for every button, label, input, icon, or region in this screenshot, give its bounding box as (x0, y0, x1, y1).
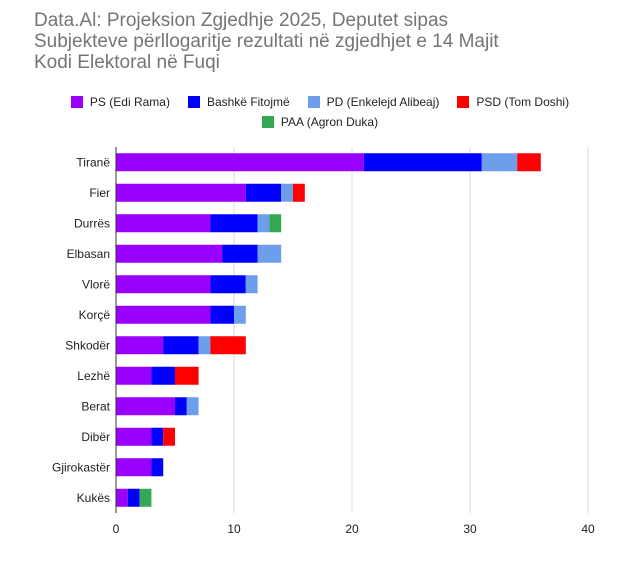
legend-label-pd: PD (Enkelejd Alibeaj) (326, 95, 440, 109)
legend-item-psd: PSD (Tom Doshi) (457, 95, 569, 109)
legend-item-bashke-fitojme: Bashkë Fitojmë (187, 95, 290, 109)
bar-segment (151, 458, 164, 477)
y-category-label: Berat (81, 399, 110, 413)
legend-label-paa: PAA (Agron Duka) (280, 115, 379, 129)
bar-segment (116, 488, 128, 507)
x-tick-label: 20 (345, 522, 359, 536)
x-tick-label: 30 (463, 522, 477, 536)
x-tick-label: 10 (227, 522, 241, 536)
y-category-label: Fier (89, 186, 110, 200)
bar-segment (116, 183, 246, 202)
bar-segment (127, 488, 140, 507)
bar-segment (116, 397, 175, 416)
y-category-label: Vlorë (82, 277, 110, 291)
bar-segment (116, 458, 152, 477)
bar-segment (210, 214, 258, 233)
bar-segment (210, 275, 246, 294)
bar-segment (198, 336, 211, 355)
bar-segment (116, 336, 164, 355)
bar-segment (210, 305, 234, 324)
y-category-label: Kukës (77, 491, 110, 505)
chart-title-line-1: Data.Al: Projeksion Zgjedhje 2025, Deput… (34, 10, 449, 31)
bar-segment (517, 153, 541, 172)
legend-swatch-bashke-fitojme (187, 96, 200, 108)
bar-segment (269, 214, 282, 233)
legend-swatch-ps (70, 96, 83, 108)
bar-segment (116, 244, 223, 263)
bar-segment (281, 183, 293, 202)
legend-label-psd: PSD (Tom Doshi) (476, 95, 570, 109)
bar-segment (245, 183, 282, 202)
bar-segment (116, 305, 211, 324)
chart-title-line-2: Subjekteve përllogaritje rezultati në zg… (34, 31, 499, 52)
bar-segment (163, 427, 175, 446)
bar-segment (293, 183, 305, 202)
bar-segment (210, 336, 246, 355)
bar-segment (151, 366, 175, 385)
y-category-label: Gjirokastër (52, 460, 110, 474)
x-tick-label: 40 (581, 522, 595, 536)
legend-swatch-pd (307, 96, 320, 108)
bar-segment (116, 275, 211, 294)
bar-segment (116, 427, 152, 446)
y-category-label: Elbasan (67, 247, 110, 261)
bar-segment (363, 153, 482, 172)
y-category-label: Durrës (74, 216, 110, 230)
chart-legend: PS (Edi Rama) Bashkë Fitojmë PD (Enkelej… (0, 92, 640, 132)
y-category-label: Tiranë (76, 155, 110, 169)
bar-segment (481, 153, 518, 172)
bar-segment (186, 397, 199, 416)
legend-item-paa: PAA (Agron Duka) (261, 115, 379, 129)
legend-label-bashke-fitojme: Bashkë Fitojmë (206, 95, 290, 109)
bar-segment (116, 214, 211, 233)
bar-segment (222, 244, 258, 263)
bar-segment (116, 366, 152, 385)
bar-segment (151, 427, 164, 446)
x-tick-label: 0 (113, 522, 120, 536)
legend-row-1: PS (Edi Rama) Bashkë Fitojmë PD (Enkelej… (0, 92, 640, 112)
legend-label-ps: PS (Edi Rama) (89, 95, 170, 109)
legend-item-ps: PS (Edi Rama) (70, 95, 170, 109)
legend-item-pd: PD (Enkelejd Alibeaj) (307, 95, 440, 109)
y-category-label: Dibër (81, 430, 110, 444)
y-category-label: Korçë (79, 308, 111, 322)
bar-segment (163, 336, 199, 355)
bar-segment (116, 153, 364, 172)
legend-swatch-psd (457, 96, 470, 108)
bar-segment (139, 488, 152, 507)
y-category-label: Shkodër (65, 338, 110, 352)
bar-segment (234, 305, 246, 324)
bar-segment (245, 275, 258, 294)
y-category-label: Lezhë (77, 369, 110, 383)
chart-title: Data.Al: Projeksion Zgjedhje 2025, Deput… (34, 10, 624, 73)
bar-segment (175, 397, 187, 416)
bar-segment (257, 244, 282, 263)
bar-segment (257, 214, 270, 233)
chart-title-line-3: Kodi Elektoral në Fuqi (34, 52, 220, 73)
bar-segment (175, 366, 199, 385)
legend-row-2: PAA (Agron Duka) (0, 112, 640, 132)
legend-swatch-paa (261, 116, 274, 128)
